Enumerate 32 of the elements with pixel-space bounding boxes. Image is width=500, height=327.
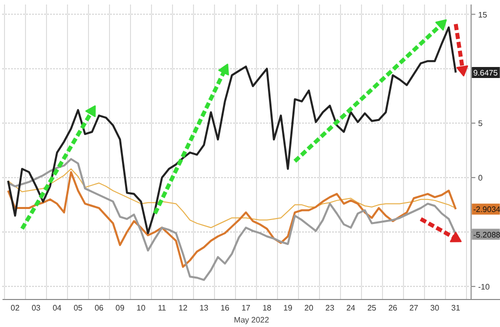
x-tick-label: 24	[346, 304, 356, 312]
x-tick-label: 26	[388, 304, 398, 312]
x-tick-label: 18	[262, 304, 272, 312]
x-tick-label: 23	[325, 304, 335, 312]
x-tick-label: 20	[304, 304, 314, 312]
annotation: -2.9034	[473, 205, 500, 214]
x-axis-title: May 2022	[234, 316, 270, 324]
x-tick-label: 13	[199, 304, 209, 312]
line-series	[7, 171, 457, 268]
x-tick-label: 06	[94, 304, 104, 312]
x-tick-label: 17	[241, 304, 251, 312]
y-tick-label: -10	[478, 282, 490, 292]
y-tick-label: 5	[478, 119, 484, 128]
x-tick-label: 12	[178, 304, 188, 312]
x-tick-label: 10	[136, 304, 146, 312]
x-tick-label: 19	[283, 304, 293, 312]
x-tick-label: 05	[74, 304, 84, 312]
x-tick-label: 09	[116, 304, 126, 312]
y-tick-label: 15	[478, 10, 488, 20]
x-tick-label: 11	[158, 304, 167, 312]
x-tick-label: 30	[430, 304, 440, 312]
line-series	[8, 168, 456, 228]
x-tick-label: 25	[367, 304, 377, 312]
x-tick-label: 31	[451, 304, 461, 312]
x-tick-label: 27	[409, 304, 419, 312]
x-tick-label: 02	[10, 304, 20, 312]
x-tick-label: 16	[220, 304, 230, 312]
x-tick-label: 04	[52, 304, 62, 312]
x-tick-label: 03	[32, 304, 42, 312]
y-tick-label: 0	[478, 174, 484, 183]
annotation: -5.2088	[473, 230, 500, 240]
annotation: 9.6475	[473, 68, 498, 78]
